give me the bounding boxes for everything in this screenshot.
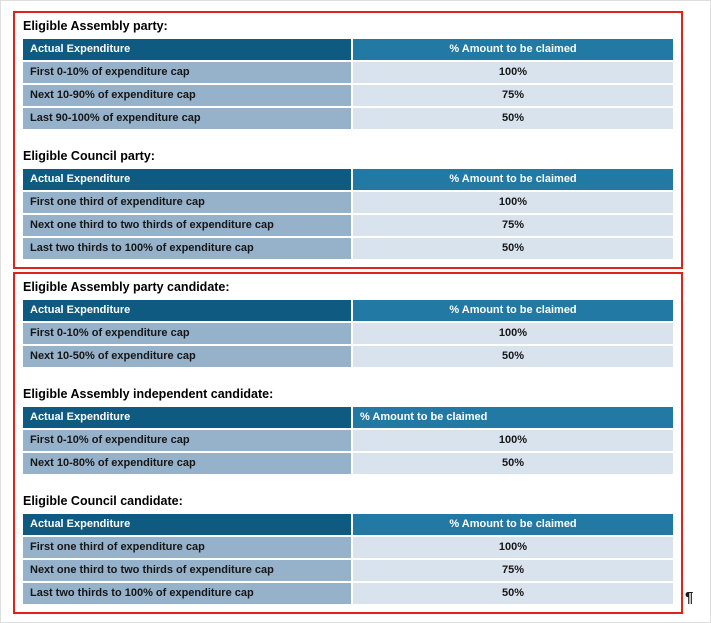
table-row: Next one third to two thirds of expendit… — [23, 560, 673, 581]
column-header-actual-expenditure: Actual Expenditure — [23, 514, 351, 535]
table-header-row: Actual Expenditure % Amount to be claime… — [23, 300, 673, 321]
claim-percent-cell: 100% — [353, 323, 673, 344]
table-row: Next one third to two thirds of expendit… — [23, 215, 673, 236]
column-header-amount-claimed: % Amount to be claimed — [353, 514, 673, 535]
expenditure-band-cell: Last two thirds to 100% of expenditure c… — [23, 583, 351, 604]
expenditure-band-cell: Last two thirds to 100% of expenditure c… — [23, 238, 351, 259]
section-council-candidate: Eligible Council candidate: Actual Expen… — [23, 494, 673, 604]
table-row: First 0-10% of expenditure cap 100% — [23, 323, 673, 344]
table-row: Next 10-80% of expenditure cap 50% — [23, 453, 673, 474]
claim-percent-cell: 50% — [353, 346, 673, 367]
expenditure-band-cell: Next 10-80% of expenditure cap — [23, 453, 351, 474]
table-title: Eligible Assembly party candidate: — [23, 280, 230, 294]
column-header-actual-expenditure: Actual Expenditure — [23, 169, 351, 190]
table-title: Eligible Assembly party: — [23, 19, 168, 33]
expenditure-band-cell: First one third of expenditure cap — [23, 537, 351, 558]
claim-percent-cell: 50% — [353, 238, 673, 259]
data-table: Actual Expenditure % Amount to be claime… — [23, 300, 673, 367]
table-row: Last two thirds to 100% of expenditure c… — [23, 238, 673, 259]
table-row: Next 10-90% of expenditure cap 75% — [23, 85, 673, 106]
expenditure-band-cell: First one third of expenditure cap — [23, 192, 351, 213]
claim-percent-cell: 75% — [353, 215, 673, 236]
column-header-amount-claimed: % Amount to be claimed — [353, 300, 673, 321]
claim-percent-cell: 75% — [353, 560, 673, 581]
data-table: Actual Expenditure % Amount to be claime… — [23, 407, 673, 474]
section-council-party: Eligible Council party: Actual Expenditu… — [23, 149, 673, 259]
table-row: First 0-10% of expenditure cap 100% — [23, 430, 673, 451]
table-row: First one third of expenditure cap 100% — [23, 537, 673, 558]
annotation-box-party-claims: Eligible Assembly party: Actual Expendit… — [13, 11, 683, 269]
claim-percent-cell: 100% — [353, 430, 673, 451]
claim-percent-cell: 100% — [353, 62, 673, 83]
claim-percent-cell: 50% — [353, 108, 673, 129]
column-header-actual-expenditure: Actual Expenditure — [23, 39, 351, 60]
table-row: First 0-10% of expenditure cap 100% — [23, 62, 673, 83]
data-table: Actual Expenditure % Amount to be claime… — [23, 39, 673, 129]
table-title: Eligible Council party: — [23, 149, 155, 163]
table-header-row: Actual Expenditure % Amount to be claime… — [23, 407, 673, 428]
expenditure-band-cell: First 0-10% of expenditure cap — [23, 430, 351, 451]
expenditure-band-cell: Last 90-100% of expenditure cap — [23, 108, 351, 129]
expenditure-band-cell: Next 10-90% of expenditure cap — [23, 85, 351, 106]
column-header-amount-claimed: % Amount to be claimed — [353, 39, 673, 60]
section-assembly-independent-candidate: Eligible Assembly independent candidate:… — [23, 387, 673, 474]
data-table: Actual Expenditure % Amount to be claime… — [23, 514, 673, 604]
claim-percent-cell: 50% — [353, 583, 673, 604]
claim-percent-cell: 50% — [353, 453, 673, 474]
table-row: Last 90-100% of expenditure cap 50% — [23, 108, 673, 129]
column-header-amount-claimed: % Amount to be claimed — [353, 407, 673, 428]
annotation-box-candidate-claims: Eligible Assembly party candidate: Actua… — [13, 272, 683, 614]
table-header-row: Actual Expenditure % Amount to be claime… — [23, 39, 673, 60]
claim-percent-cell: 100% — [353, 537, 673, 558]
data-table: Actual Expenditure % Amount to be claime… — [23, 169, 673, 259]
section-assembly-party: Eligible Assembly party: Actual Expendit… — [23, 19, 673, 129]
column-header-actual-expenditure: Actual Expenditure — [23, 407, 351, 428]
section-assembly-party-candidate: Eligible Assembly party candidate: Actua… — [23, 280, 673, 367]
pilcrow-formatting-mark: ¶ — [685, 589, 694, 606]
table-title: Eligible Assembly independent candidate: — [23, 387, 274, 401]
table-header-row: Actual Expenditure % Amount to be claime… — [23, 169, 673, 190]
expenditure-band-cell: First 0-10% of expenditure cap — [23, 323, 351, 344]
claim-percent-cell: 75% — [353, 85, 673, 106]
claim-percent-cell: 100% — [353, 192, 673, 213]
column-header-amount-claimed: % Amount to be claimed — [353, 169, 673, 190]
expenditure-band-cell: Next one third to two thirds of expendit… — [23, 215, 351, 236]
table-title: Eligible Council candidate: — [23, 494, 183, 508]
expenditure-band-cell: First 0-10% of expenditure cap — [23, 62, 351, 83]
table-row: Last two thirds to 100% of expenditure c… — [23, 583, 673, 604]
column-header-actual-expenditure: Actual Expenditure — [23, 300, 351, 321]
table-header-row: Actual Expenditure % Amount to be claime… — [23, 514, 673, 535]
expenditure-band-cell: Next 10-50% of expenditure cap — [23, 346, 351, 367]
table-row: Next 10-50% of expenditure cap 50% — [23, 346, 673, 367]
table-row: First one third of expenditure cap 100% — [23, 192, 673, 213]
expenditure-band-cell: Next one third to two thirds of expendit… — [23, 560, 351, 581]
